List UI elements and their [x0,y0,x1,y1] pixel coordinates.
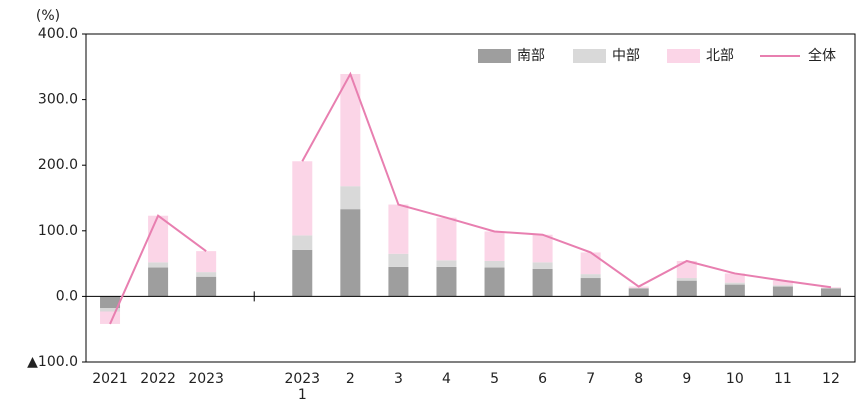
y-tick-label: 0.0 [56,288,78,304]
x-tick-label: 3 [394,371,403,387]
legend-swatch [573,49,606,63]
bar [100,296,121,309]
bar [388,253,409,267]
bar [292,161,313,236]
x-tick-label: 10 [726,371,744,387]
bar [532,262,553,269]
y-tick-label: 300.0 [38,92,78,108]
plot-frame [85,33,856,363]
legend-swatch [478,49,511,63]
bar [580,278,601,297]
bar [724,273,745,283]
bar [772,280,793,286]
bar [196,251,217,273]
bar [436,266,457,297]
bar [580,252,601,275]
x-tick-label: 8 [634,371,643,387]
line [109,71,832,325]
bar [436,217,457,261]
bar [820,288,841,297]
x-tick-label: 6 [538,371,547,387]
y-axis-label: (%) [36,8,60,24]
bar [340,74,361,187]
bar [340,209,361,297]
bar [724,282,745,285]
x-tick-label: 2023 1 [284,371,320,401]
bar [340,186,361,210]
y-tick-label: 400.0 [38,26,78,42]
bar [532,268,553,297]
bar [148,267,169,297]
legend-swatch [667,49,700,63]
bar [676,260,697,279]
x-tick-label: 11 [774,371,792,387]
bar [388,266,409,297]
bar [292,235,313,250]
x-tick-label: 9 [682,371,691,387]
bar [484,260,505,268]
bar [292,249,313,297]
bar [148,262,169,268]
x-tick-label: 2023 [188,371,224,387]
legend-label: 北部 [706,48,734,64]
legend-label: 中部 [612,48,640,64]
x-tick-label: 2 [346,371,355,387]
y-tick-label: 100.0 [38,223,78,239]
y-tick-label: 200.0 [38,157,78,173]
bar [676,278,697,281]
x-tick-label: 7 [586,371,595,387]
bar [436,260,457,267]
bar [676,280,697,297]
bar [820,287,841,289]
bar [580,274,601,279]
y-tick-label: ▲100.0 [27,354,78,370]
bar [484,267,505,297]
bar [388,204,409,254]
x-tick-label: 4 [442,371,451,387]
bar [628,287,649,289]
bar [772,286,793,297]
x-tick-label: 2022 [140,371,176,387]
bar [772,285,793,287]
bar [532,234,553,263]
bar [628,288,649,297]
bar [196,276,217,297]
bar [148,215,169,263]
bar [100,308,121,312]
x-tick-label: 5 [490,371,499,387]
legend-label: 南部 [517,48,545,64]
bar [724,284,745,297]
legend-label: 全体 [808,47,836,64]
bar [196,272,217,277]
bar [484,231,505,261]
bar [820,287,841,288]
x-tick-label: 12 [822,371,840,387]
x-tick-label: 2021 [92,371,128,387]
